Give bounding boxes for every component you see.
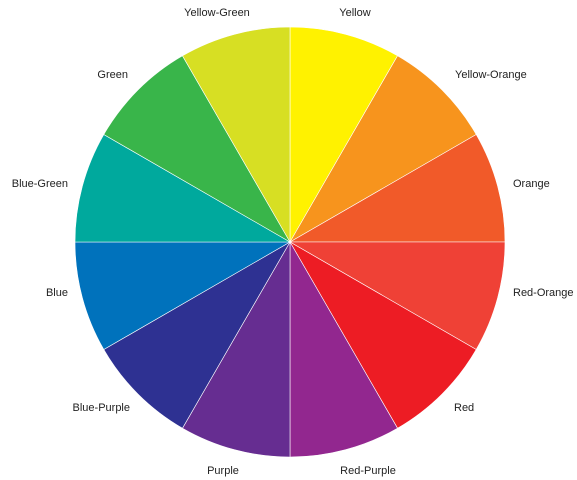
label-purple: Purple <box>207 465 239 477</box>
color-wheel-labels: Yellow Yellow-Orange Orange Red-Orange Red Re… <box>12 7 574 477</box>
wedge-blue-green <box>74 134 292 243</box>
label-red: Red <box>454 402 474 414</box>
label-green: Green <box>97 69 128 81</box>
label-blue-green: Blue-Green <box>12 178 68 190</box>
label-red-purple: Red-Purple <box>340 465 396 477</box>
label-yellow: Yellow <box>339 7 370 19</box>
wedge-yellow-orange <box>289 55 477 243</box>
label-blue-purple: Blue-Purple <box>73 402 130 414</box>
wedge-blue-purple <box>103 241 291 429</box>
wedge-purple <box>182 240 291 458</box>
wedge-orange <box>288 134 506 243</box>
color-wheel-wedges <box>74 26 506 458</box>
label-orange: Orange <box>513 178 550 190</box>
wedge-yellow <box>289 26 398 244</box>
wedge-yellow-green <box>182 26 291 244</box>
wedge-red <box>289 241 477 429</box>
label-red-orange: Red-Orange <box>513 287 574 299</box>
wedge-blue <box>74 241 292 350</box>
wedge-red-orange <box>288 241 506 350</box>
wedge-green <box>103 55 291 243</box>
label-yellow-orange: Yellow-Orange <box>455 69 527 81</box>
wedge-red-purple <box>289 240 398 458</box>
label-blue: Blue <box>46 287 68 299</box>
label-yellow-green: Yellow-Green <box>184 7 250 19</box>
